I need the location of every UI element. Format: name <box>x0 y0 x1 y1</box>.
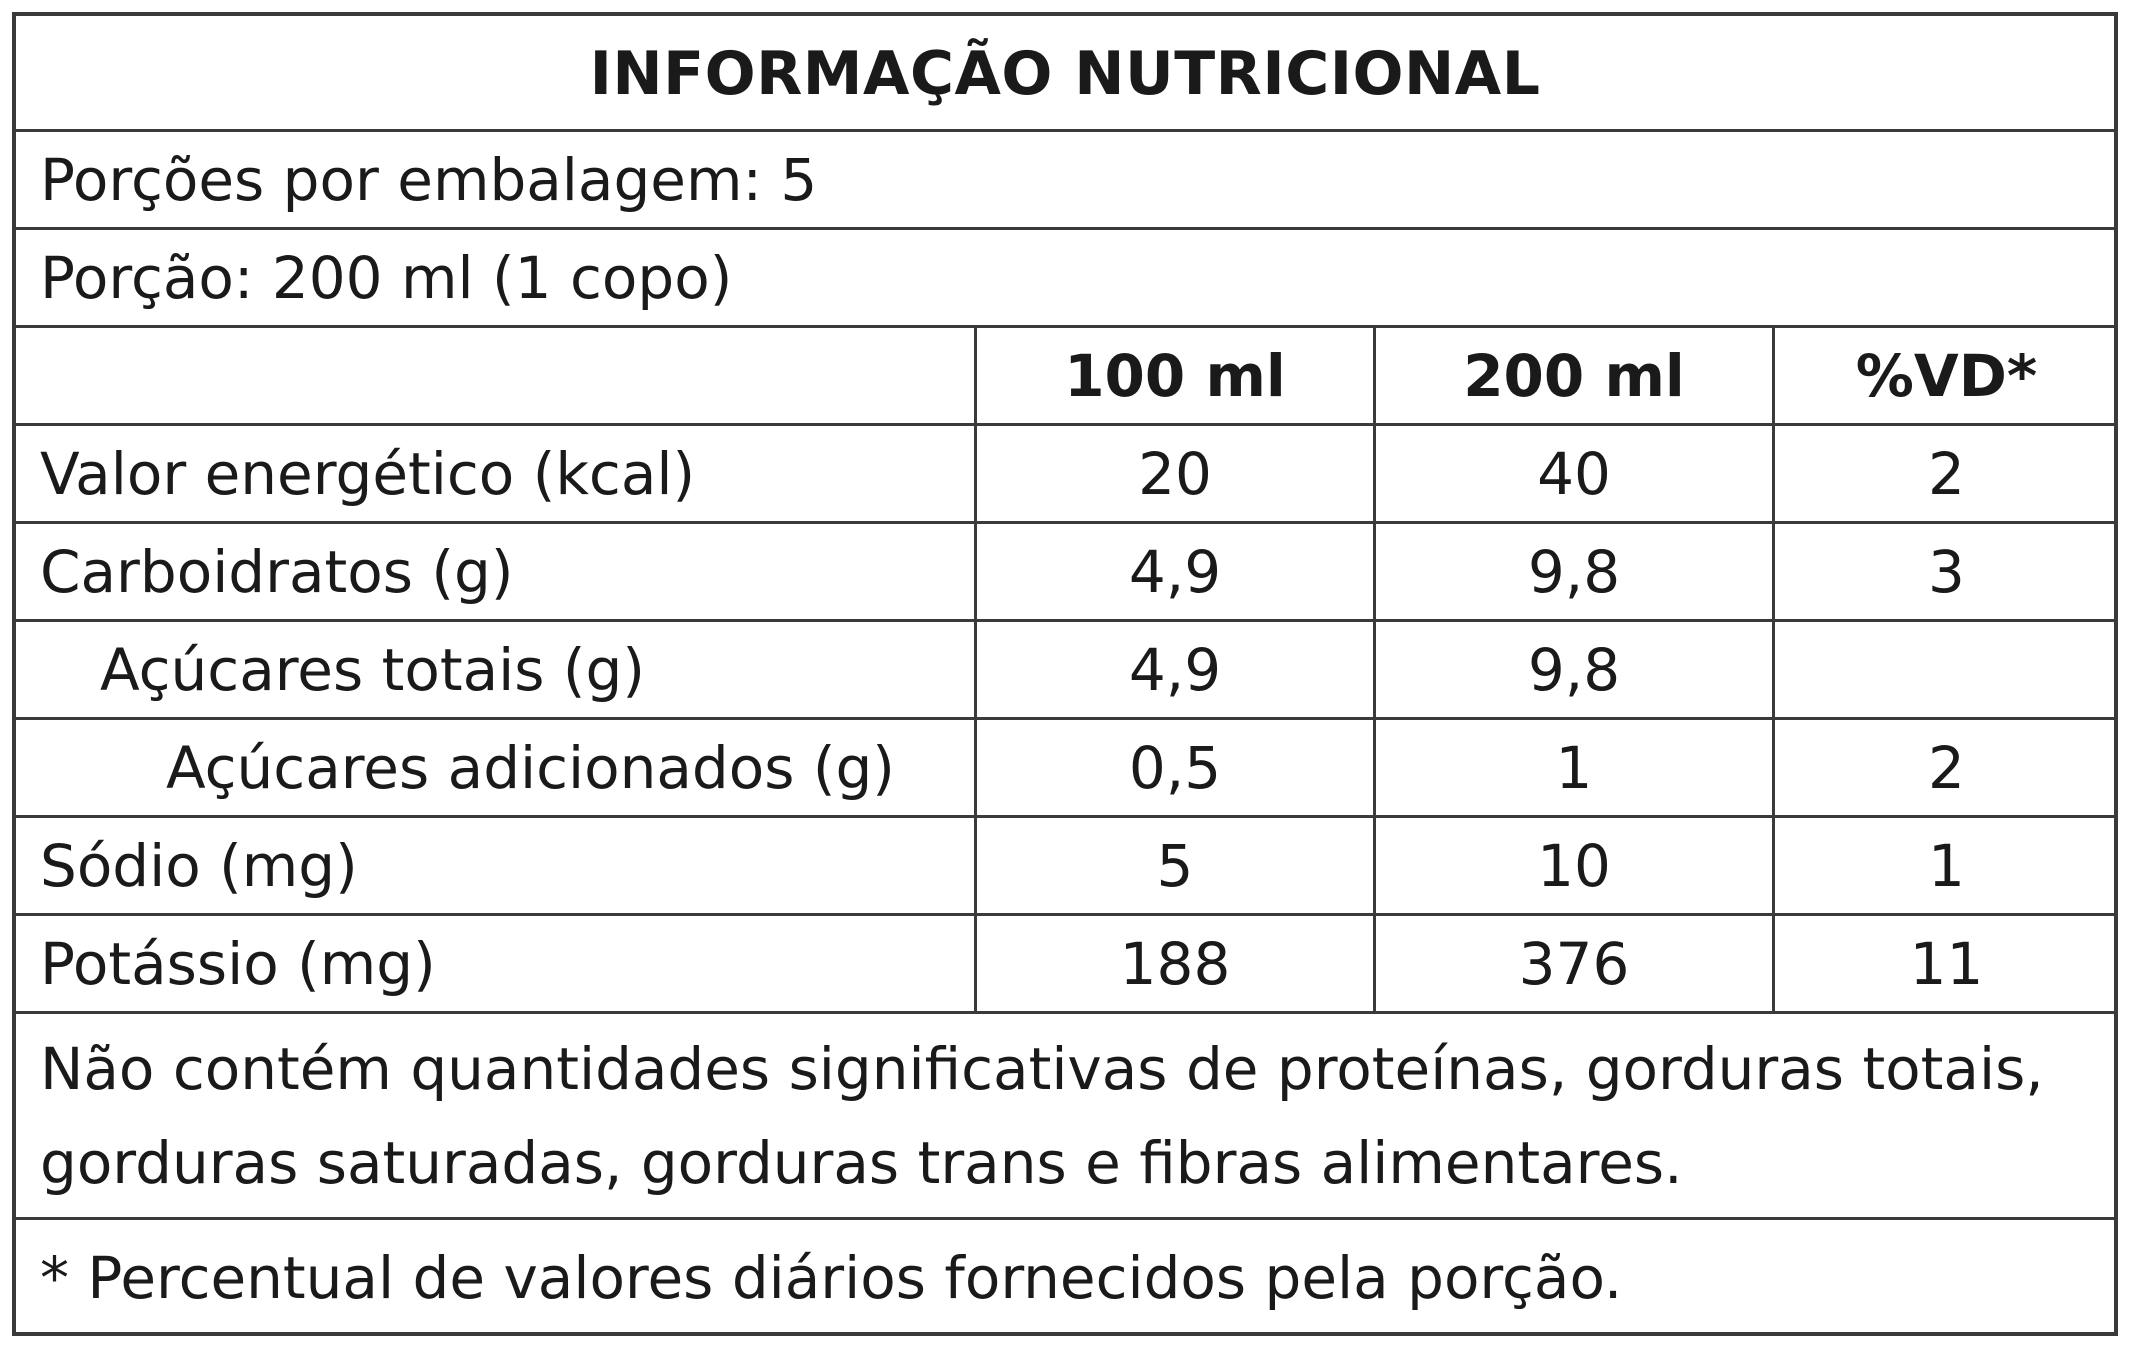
value-100ml: 188 <box>974 916 1373 1011</box>
footnote-row: * Percentual de valores diários fornecid… <box>16 1220 2114 1336</box>
column-header-100ml: 100 ml <box>974 328 1373 423</box>
value-100ml: 4,9 <box>974 524 1373 619</box>
table-title: INFORMAÇÃO NUTRICIONAL <box>589 39 1541 109</box>
column-header-vd: %VD* <box>1772 328 2118 423</box>
value-100ml: 5 <box>974 818 1373 913</box>
column-header-200ml: 200 ml <box>1373 328 1772 423</box>
nutrient-name: Sódio (mg) <box>40 831 358 900</box>
value-200ml: 9,8 <box>1373 524 1772 619</box>
servings-row: Porções por embalagem: 5 <box>16 132 2114 230</box>
value-vd: 1 <box>1772 818 2118 913</box>
daily-value-footnote: * Percentual de valores diários fornecid… <box>40 1244 1623 1312</box>
nutrient-name: Açúcares totais (g) <box>100 635 645 704</box>
serving-size-row: Porção: 200 ml (1 copo) <box>16 230 2114 328</box>
value-200ml: 1 <box>1373 720 1772 815</box>
nutrient-name: Carboidratos (g) <box>40 537 514 606</box>
nutrient-name: Potássio (mg) <box>40 929 436 998</box>
note-row: Não contém quantidades significativas de… <box>16 1014 2114 1220</box>
value-200ml: 9,8 <box>1373 622 1772 717</box>
table-row: Açúcares totais (g) 4,9 9,8 <box>16 622 2114 720</box>
table-row: Sódio (mg) 5 10 1 <box>16 818 2114 916</box>
nutrient-name: Valor energético (kcal) <box>40 439 696 508</box>
table-row: Carboidratos (g) 4,9 9,8 3 <box>16 524 2114 622</box>
value-100ml: 0,5 <box>974 720 1373 815</box>
servings-per-package: Porções por embalagem: 5 <box>40 146 818 214</box>
value-vd <box>1772 622 2118 717</box>
value-vd: 11 <box>1772 916 2118 1011</box>
value-100ml: 20 <box>974 426 1373 521</box>
title-row: INFORMAÇÃO NUTRICIONAL <box>16 16 2114 132</box>
value-vd: 2 <box>1772 426 2118 521</box>
nutrient-name: Açúcares adicionados (g) <box>166 733 895 802</box>
table-row: Valor energético (kcal) 20 40 2 <box>16 426 2114 524</box>
value-100ml: 4,9 <box>974 622 1373 717</box>
value-200ml: 40 <box>1373 426 1772 521</box>
value-200ml: 10 <box>1373 818 1772 913</box>
serving-size: Porção: 200 ml (1 copo) <box>40 244 733 312</box>
table-row: Açúcares adicionados (g) 0,5 1 2 <box>16 720 2114 818</box>
non-significant-note: Não contém quantidades significativas de… <box>40 1035 2044 1197</box>
nutrition-facts-table: INFORMAÇÃO NUTRICIONAL Porções por embal… <box>12 12 2118 1336</box>
header-row: 100 ml 200 ml %VD* <box>16 328 2114 426</box>
value-vd: 3 <box>1772 524 2118 619</box>
header-blank-cell <box>16 328 974 423</box>
table-row: Potássio (mg) 188 376 11 <box>16 916 2114 1014</box>
value-200ml: 376 <box>1373 916 1772 1011</box>
value-vd: 2 <box>1772 720 2118 815</box>
